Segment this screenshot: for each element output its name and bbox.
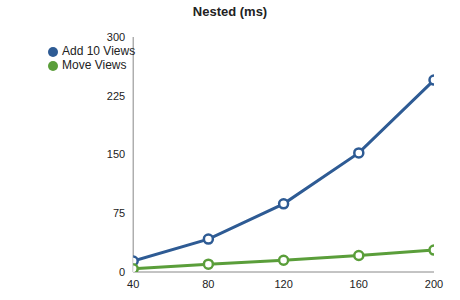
svg-text:225: 225 <box>107 90 125 102</box>
svg-text:200: 200 <box>425 278 443 290</box>
html-text:Move Views: Move Views <box>62 58 127 72</box>
svg-text:80: 80 <box>202 278 214 290</box>
svg-text:0: 0 <box>119 266 125 278</box>
svg-text:40: 40 <box>127 278 139 290</box>
svg-text:75: 75 <box>113 207 125 219</box>
html-text:Nested (ms): Nested (ms) <box>192 4 268 19</box>
svg-text:160: 160 <box>350 278 368 290</box>
svg-text:120: 120 <box>274 278 292 290</box>
html-text:Add 10 Views: Add 10 Views <box>62 44 136 58</box>
svg-text:150: 150 <box>107 148 125 160</box>
svg-text:300: 300 <box>107 31 125 43</box>
